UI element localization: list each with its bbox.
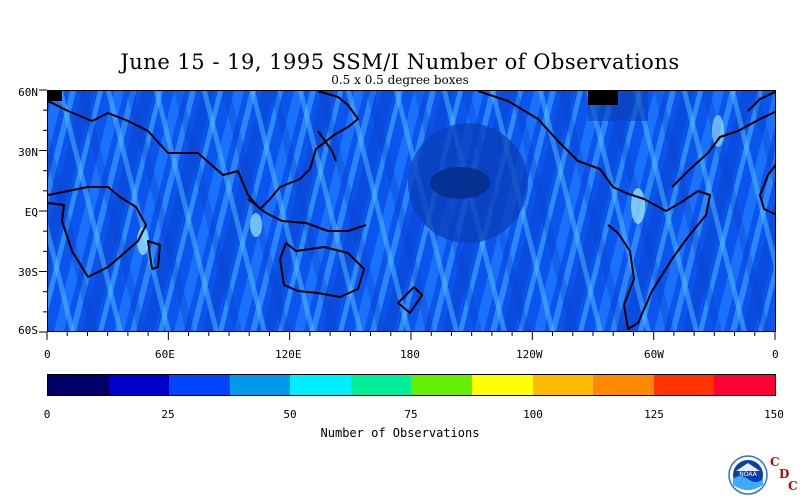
colorbar-segment-10 xyxy=(653,375,715,395)
colorbar-tick-125: 125 xyxy=(644,408,664,421)
lon-label-0-east: 0 xyxy=(772,348,779,361)
lon-label-60e: 60E xyxy=(155,348,175,361)
lon-label-180: 180 xyxy=(400,348,420,361)
noaa-logo-text: NOAA xyxy=(739,471,757,478)
west-africa-coast xyxy=(759,164,775,216)
americas-west-coast xyxy=(477,91,711,330)
colorbar-segment-7 xyxy=(472,375,533,395)
colorbar-tick-150: 150 xyxy=(764,408,784,421)
colorbar-tick-75: 75 xyxy=(404,408,418,421)
madagascar-coast xyxy=(147,240,161,270)
greenland-coast xyxy=(747,91,775,112)
swath-overlay xyxy=(48,91,775,331)
colorbar-segment-1 xyxy=(108,375,170,395)
colorbar-tick-25: 25 xyxy=(161,408,175,421)
australia-coast xyxy=(279,242,365,298)
colorbar-tick-50: 50 xyxy=(283,408,297,421)
data-gap xyxy=(48,91,62,101)
colorbar-segment-9 xyxy=(593,375,654,395)
colorbar-segment-11 xyxy=(714,375,775,395)
africa-coast xyxy=(48,186,147,278)
north-america-east-coast xyxy=(671,110,775,188)
colorbar-segment-5 xyxy=(350,375,412,395)
observation-map xyxy=(47,90,776,332)
lat-label-30s: 30S xyxy=(18,266,38,279)
cdc-letter-c1: C xyxy=(770,455,780,469)
page-subtitle: 0.5 x 0.5 degree boxes xyxy=(331,73,469,87)
high-coverage-spot xyxy=(631,188,645,224)
indonesia-coast xyxy=(247,198,367,232)
page-title: June 15 - 19, 1995 SSM/I Number of Obser… xyxy=(120,50,680,74)
map-svg xyxy=(48,91,775,331)
lon-label-60w: 60W xyxy=(644,348,664,361)
colorbar-segment-6 xyxy=(411,375,473,395)
noaa-logo-icon: NOAA xyxy=(728,455,768,495)
data-gap xyxy=(588,91,618,105)
japan-coast xyxy=(317,130,337,162)
colorbar-segment-8 xyxy=(532,375,594,395)
coastlines xyxy=(48,91,775,330)
high-coverage-spot xyxy=(712,115,724,147)
colorbar-tick-0: 0 xyxy=(43,408,51,421)
colorbar-title: Number of Observations xyxy=(320,426,480,440)
lon-label-120w: 120W xyxy=(516,348,543,361)
high-coverage-spot xyxy=(137,227,149,255)
colorbar-tick-100: 100 xyxy=(523,408,543,421)
cdc-letter-c2: C xyxy=(788,479,798,493)
colorbar-segment-0 xyxy=(48,375,109,395)
high-coverage-spot xyxy=(250,213,262,237)
lat-label-60n: 60N xyxy=(18,86,38,99)
colorbar-segment-3 xyxy=(229,375,291,395)
low-coverage-core xyxy=(430,167,490,199)
lon-label-120e: 120E xyxy=(275,348,302,361)
colorbar xyxy=(47,374,776,396)
cdc-letter-d: D xyxy=(779,467,790,481)
lat-label-60s: 60S xyxy=(18,324,38,337)
lat-label-eq: EQ xyxy=(24,206,38,219)
colorbar-segment-4 xyxy=(290,375,351,395)
lat-label-30n: 30N xyxy=(18,146,38,159)
lon-label-0: 0 xyxy=(44,348,51,361)
colorbar-segment-2 xyxy=(169,375,230,395)
new-zealand-coast xyxy=(397,286,423,314)
